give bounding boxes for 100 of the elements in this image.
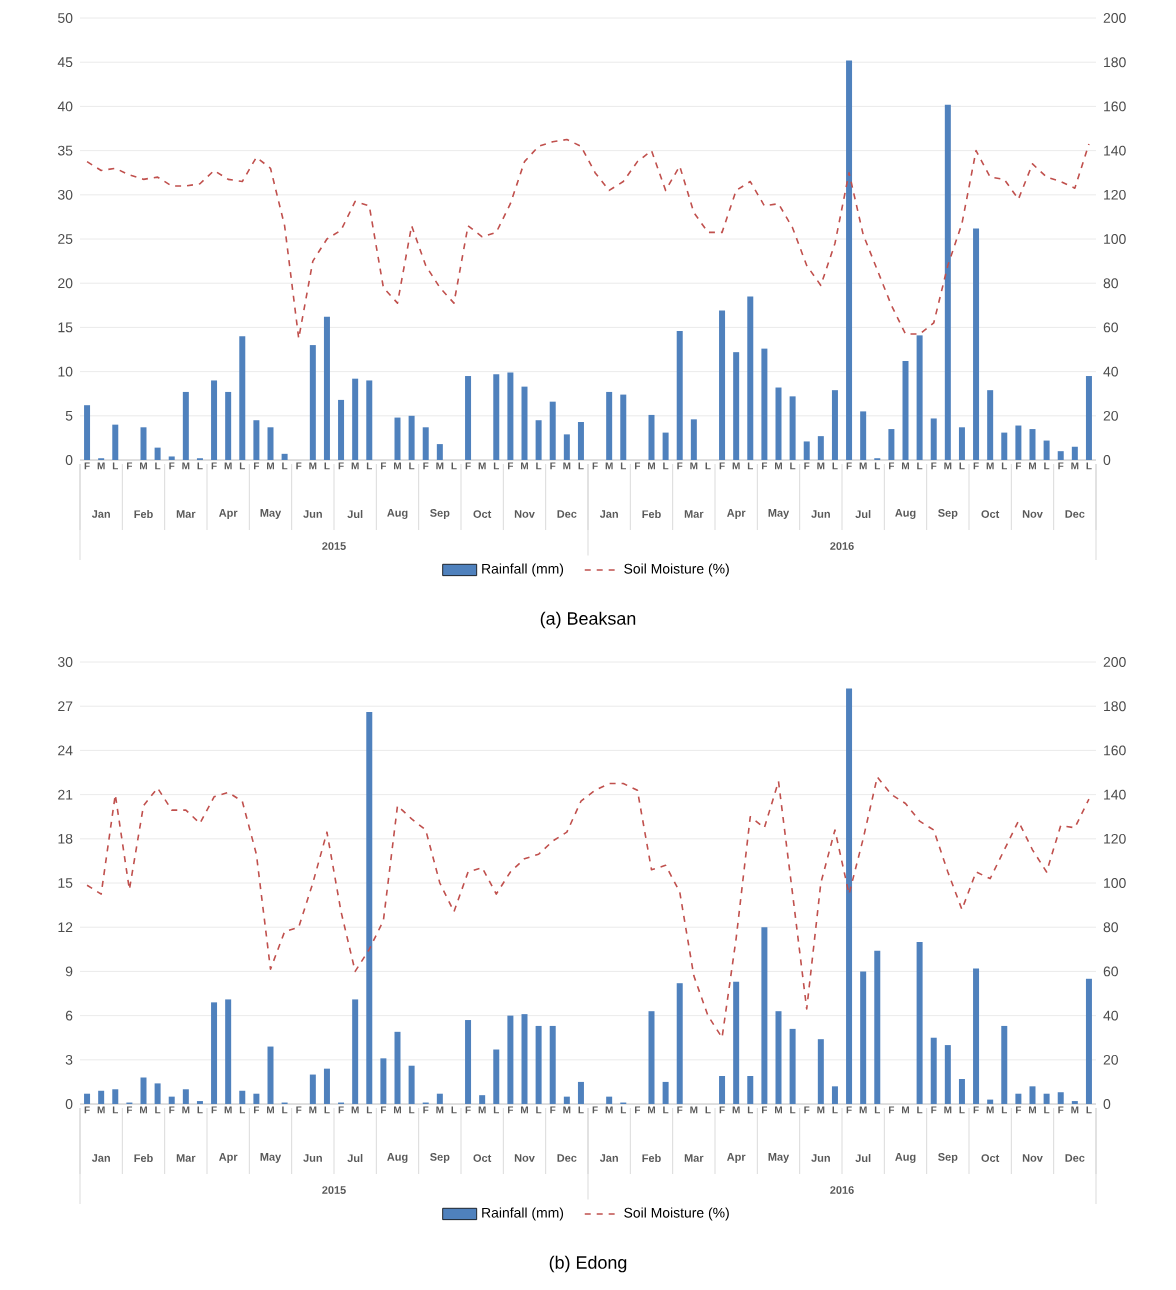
bar: [761, 927, 768, 1105]
line-series: [86, 138, 1090, 340]
bar: [874, 950, 881, 1105]
bar: [253, 1093, 260, 1105]
bar: [775, 1011, 782, 1105]
bar: [366, 712, 373, 1105]
bar: [719, 310, 726, 461]
bar: [267, 427, 274, 461]
bar: [225, 999, 232, 1105]
bar: [507, 1015, 514, 1105]
bar: [239, 336, 246, 461]
bar: [1085, 978, 1092, 1105]
bar: [690, 419, 697, 461]
bar: [987, 1099, 994, 1105]
bar: [366, 380, 373, 461]
bar: [973, 228, 980, 461]
bar: [338, 399, 345, 461]
bar: [535, 420, 542, 461]
text: (a) Beaksan: [540, 611, 636, 629]
bar: [1029, 1086, 1036, 1105]
bar: [902, 361, 909, 461]
bar: [154, 1083, 161, 1105]
bar: [98, 1090, 105, 1105]
bar: [958, 1078, 965, 1105]
bar: [916, 335, 923, 461]
bar: [493, 1049, 500, 1105]
bar: [168, 1096, 175, 1105]
bar: [930, 418, 937, 461]
bar: [380, 1058, 387, 1105]
bar: [662, 1081, 669, 1105]
bar: [831, 390, 838, 461]
bar: [211, 380, 218, 461]
bar: [521, 386, 528, 461]
bar: [309, 1074, 316, 1105]
bar: [606, 391, 613, 461]
bar: [648, 414, 655, 461]
bar: [140, 427, 147, 461]
bar: [352, 378, 359, 461]
bar: [84, 405, 91, 461]
bar: [408, 1065, 415, 1105]
bar: [817, 1039, 824, 1105]
bar: [493, 374, 500, 461]
text: (b) Edong: [549, 1255, 627, 1273]
bar: [888, 429, 895, 461]
bar: [789, 396, 796, 461]
bar: [1057, 1092, 1064, 1105]
bar: [112, 424, 119, 461]
bar: [1001, 1025, 1008, 1105]
bar: [211, 1002, 218, 1105]
bar: [662, 432, 669, 461]
bar: [944, 1045, 951, 1105]
bar: [719, 1076, 726, 1105]
bar: [577, 422, 584, 461]
bar: [831, 1086, 838, 1105]
bar: [577, 1081, 584, 1105]
bar: [225, 391, 232, 461]
bar: [916, 941, 923, 1105]
bar: [1001, 432, 1008, 461]
bar: [507, 372, 514, 461]
bar: [281, 453, 288, 461]
bar: [747, 296, 754, 461]
bar: [973, 968, 980, 1105]
bar: [775, 387, 782, 461]
bar: [817, 436, 824, 461]
bar: [140, 1077, 147, 1105]
bar: [436, 444, 443, 461]
bar: [154, 447, 161, 461]
bar: [860, 411, 867, 461]
bar: [239, 1090, 246, 1105]
bar: [987, 390, 994, 461]
bar: [563, 434, 570, 461]
bar: [1015, 425, 1022, 461]
bar: [958, 427, 965, 461]
bar: [1015, 1093, 1022, 1105]
bar: [789, 1028, 796, 1105]
bar: [309, 345, 316, 461]
bar: [408, 415, 415, 461]
bar: [267, 1046, 274, 1105]
bar: [676, 983, 683, 1105]
bar: [521, 1014, 528, 1105]
bar: [1057, 451, 1064, 461]
bar: [323, 316, 330, 461]
bar: [747, 1076, 754, 1105]
bar: [676, 330, 683, 461]
bar: [620, 394, 627, 461]
bar: [422, 427, 429, 461]
bar: [846, 688, 853, 1105]
bar: [944, 104, 951, 461]
bar: [930, 1037, 937, 1105]
bar: [465, 1020, 472, 1105]
bar: [1071, 446, 1078, 461]
bar: [84, 1093, 91, 1105]
line-series: [86, 776, 1090, 1039]
bar: [761, 348, 768, 461]
bar: [436, 1093, 443, 1105]
bar: [253, 420, 260, 461]
bar: [1085, 376, 1092, 461]
bar: [648, 1011, 655, 1105]
bar: [323, 1068, 330, 1105]
bar: [733, 352, 740, 461]
